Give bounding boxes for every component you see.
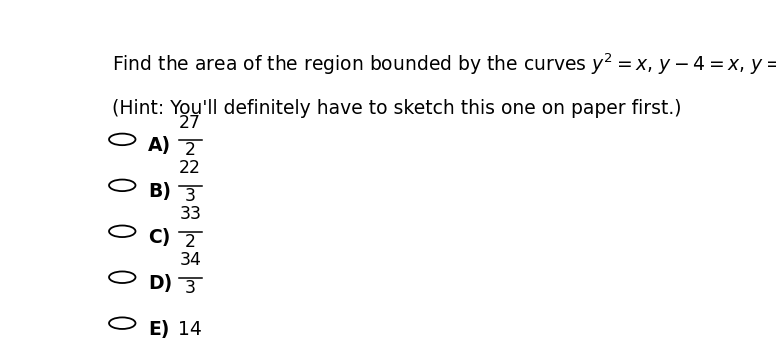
Text: A): A): [148, 136, 171, 155]
Text: 2: 2: [185, 233, 196, 251]
Text: 3: 3: [185, 279, 196, 297]
Text: 34: 34: [179, 251, 201, 269]
Text: D): D): [148, 274, 172, 293]
Text: 3: 3: [185, 187, 196, 205]
Text: 27: 27: [179, 114, 201, 132]
Text: (Hint: You'll definitely have to sketch this one on paper first.): (Hint: You'll definitely have to sketch …: [112, 99, 681, 118]
Text: E): E): [148, 320, 169, 339]
Text: 33: 33: [179, 205, 201, 223]
Text: 14: 14: [178, 320, 202, 339]
Text: Find the area of the region bounded by the curves $y^2 = x$, $y - 4 = x$, $y = -: Find the area of the region bounded by t…: [112, 51, 776, 77]
Text: 2: 2: [185, 141, 196, 159]
Text: B): B): [148, 182, 171, 202]
Text: 22: 22: [179, 160, 201, 177]
Text: C): C): [148, 228, 171, 247]
